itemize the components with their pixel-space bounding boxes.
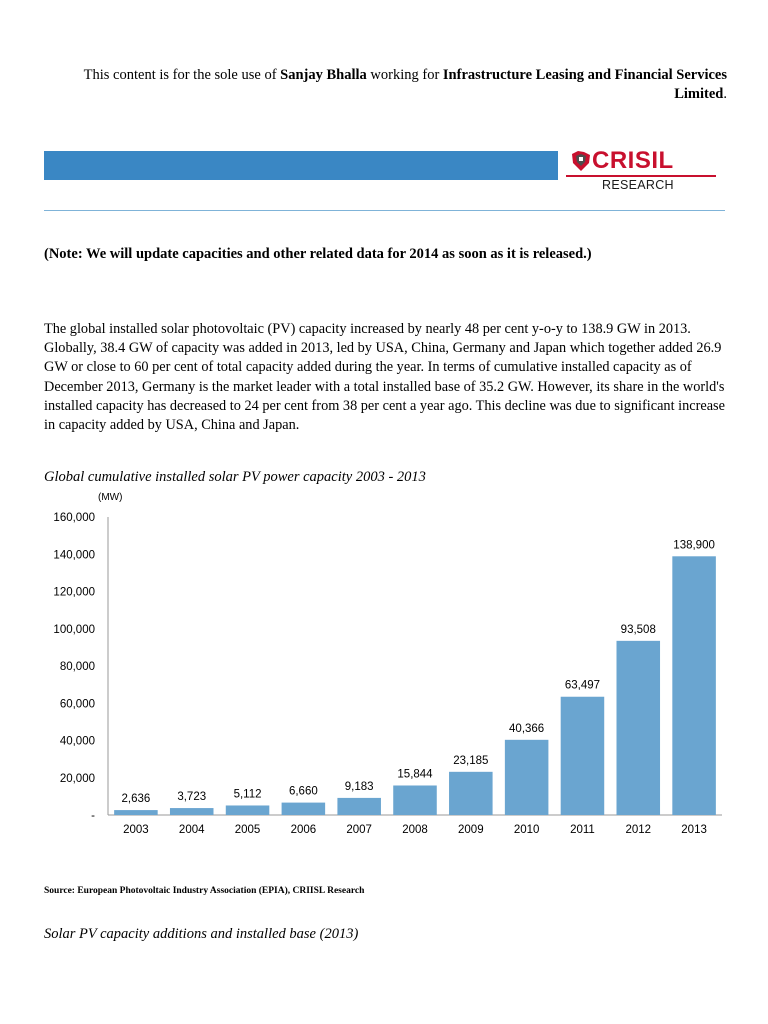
x-tick-label: 2010 (514, 824, 540, 836)
bar (560, 696, 605, 815)
bar (616, 640, 661, 815)
company-name: Infrastructure Leasing and Financial Ser… (442, 67, 727, 102)
x-tick-label: 2005 (235, 824, 261, 836)
bar-value-label: 2,636 (122, 793, 151, 805)
body-paragraph: The global installed solar photovoltaic … (44, 321, 725, 434)
logo-wordmark: CRISIL (592, 147, 674, 174)
usage-notice: This content is for the sole use of Sanj… (44, 66, 727, 104)
bar (393, 785, 437, 815)
y-tick-label: 160,000 (53, 512, 95, 524)
bar-value-label: 93,508 (621, 624, 656, 636)
logo-subtext: RESEARCH (602, 178, 674, 192)
x-tick-label: 2006 (291, 824, 317, 836)
bar-value-label: 23,185 (453, 755, 488, 767)
update-note: (Note: We will update capacities and oth… (44, 246, 592, 262)
y-tick-label: 60,000 (60, 698, 95, 710)
bar (337, 797, 381, 815)
x-tick-label: 2008 (402, 824, 428, 836)
bar-value-label: 6,660 (289, 786, 318, 798)
x-tick-label: 2004 (179, 824, 205, 836)
bar-value-label: 138,900 (673, 539, 715, 551)
y-tick-label: 140,000 (53, 549, 95, 561)
x-tick-label: 2013 (681, 824, 707, 836)
notice-prefix: This content is for the sole use of (83, 67, 277, 83)
bar (449, 771, 493, 815)
bar-value-label: 3,723 (177, 791, 206, 803)
bar (114, 810, 158, 815)
chart-caption: Global cumulative installed solar PV pow… (44, 469, 426, 485)
user-name: Sanjay Bhalla (280, 67, 367, 83)
x-tick-label: 2012 (625, 824, 651, 836)
x-tick-label: 2011 (570, 824, 595, 836)
y-tick-label: 100,000 (53, 624, 95, 636)
bar (281, 802, 326, 815)
crisil-logo: CRISIL RESEARCH (562, 146, 722, 196)
bar-value-label: 9,183 (345, 781, 374, 793)
source-note: Source: European Photovoltaic Industry A… (44, 886, 365, 896)
bar (225, 805, 270, 815)
bar-value-label: 15,844 (397, 768, 433, 780)
x-tick-label: 2003 (123, 824, 149, 836)
bar-value-label: 5,112 (234, 788, 262, 800)
notice-mid: working for (370, 67, 440, 83)
y-tick-label: 120,000 (53, 587, 95, 599)
x-tick-label: 2007 (346, 824, 372, 836)
bar-value-label: 63,497 (565, 680, 600, 692)
x-tick-label: 2009 (458, 824, 484, 836)
notice-suffix: . (723, 86, 727, 102)
y-tick-label: 40,000 (60, 736, 95, 748)
logo-divider (566, 175, 716, 177)
bar-value-label: 40,366 (509, 723, 544, 735)
header-rule (44, 210, 725, 211)
y-tick-label: 20,000 (60, 773, 95, 785)
bar (672, 556, 716, 815)
bar (169, 808, 214, 815)
y-tick-label: - (91, 810, 95, 822)
crisil-mark-icon (572, 151, 590, 171)
secondary-caption: Solar PV capacity additions and installe… (44, 926, 359, 942)
capacity-bar-chart: (MW) - 20,000 40,000 60,000 80,000 100,000 120,… (53, 492, 722, 836)
bar (504, 739, 549, 815)
y-tick-label: 80,000 (60, 661, 95, 673)
y-axis-unit-label: (MW) (98, 492, 122, 503)
header-band (44, 151, 558, 180)
